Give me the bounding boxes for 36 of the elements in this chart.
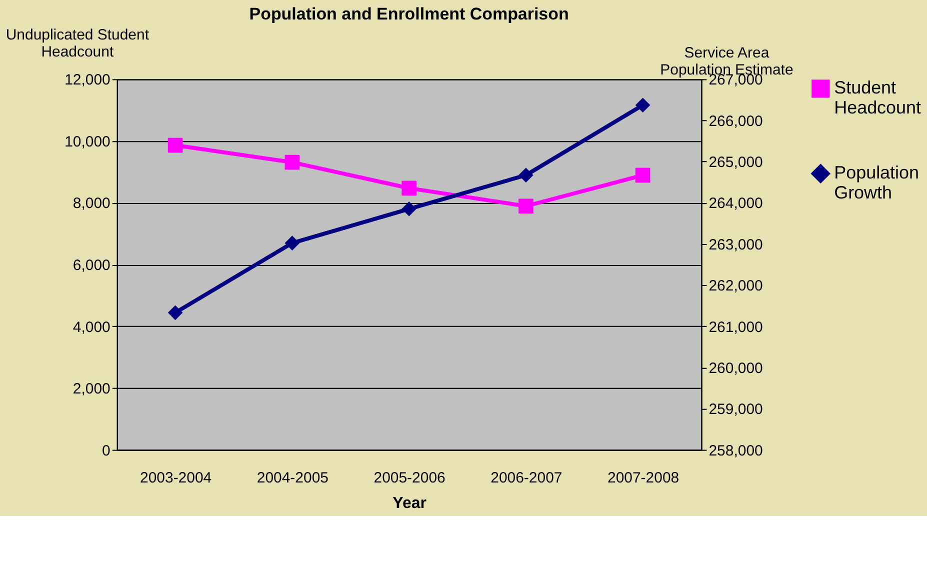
point bbox=[402, 201, 416, 216]
x-axis-title: Year bbox=[392, 495, 426, 512]
y2-tick-label: 263,000 bbox=[708, 236, 763, 254]
point bbox=[635, 98, 650, 113]
y-tick-label: 10,000 bbox=[64, 133, 110, 150]
y2-tick-label: 259,000 bbox=[708, 401, 763, 418]
point bbox=[168, 138, 183, 153]
point bbox=[518, 168, 534, 183]
point bbox=[518, 198, 534, 214]
y-tick-label: 2,000 bbox=[72, 380, 110, 398]
y-tick-label: 6,000 bbox=[72, 256, 110, 274]
y-tick-label: 8,000 bbox=[72, 195, 110, 212]
chart-title: Population and Enrollment Comparison bbox=[249, 4, 569, 24]
point bbox=[402, 180, 416, 196]
y-tick-label: 12,000 bbox=[64, 72, 110, 89]
point bbox=[284, 154, 300, 170]
y-axis-title: Unduplicated Student Headcount bbox=[6, 26, 150, 61]
y2-tick-label: 266,000 bbox=[708, 112, 763, 130]
x-tick-label: 2003-2004 bbox=[140, 469, 212, 486]
y-tick-label: 4,000 bbox=[72, 318, 110, 336]
y2-tick-label: 265,000 bbox=[708, 154, 763, 172]
legend-label: Population Growth bbox=[834, 162, 920, 203]
y2-tick-label: 258,000 bbox=[708, 442, 763, 460]
x-tick-label: 2004-2005 bbox=[256, 469, 328, 486]
point bbox=[284, 236, 300, 250]
x-tick-label: 2007-2008 bbox=[608, 469, 680, 486]
x-tick-label: 2005-2006 bbox=[374, 469, 446, 486]
y2-tick-label: 262,000 bbox=[708, 278, 763, 295]
point bbox=[168, 305, 183, 320]
y2-tick-label: 264,000 bbox=[708, 195, 763, 212]
point bbox=[635, 168, 650, 183]
y2-tick-label: 261,000 bbox=[708, 318, 763, 336]
y2-tick-label: 260,000 bbox=[708, 360, 763, 377]
x-tick-label: 2006-2007 bbox=[490, 469, 562, 486]
legend-label: Student Headcount bbox=[834, 78, 922, 118]
y-tick-label: 0 bbox=[102, 442, 110, 460]
